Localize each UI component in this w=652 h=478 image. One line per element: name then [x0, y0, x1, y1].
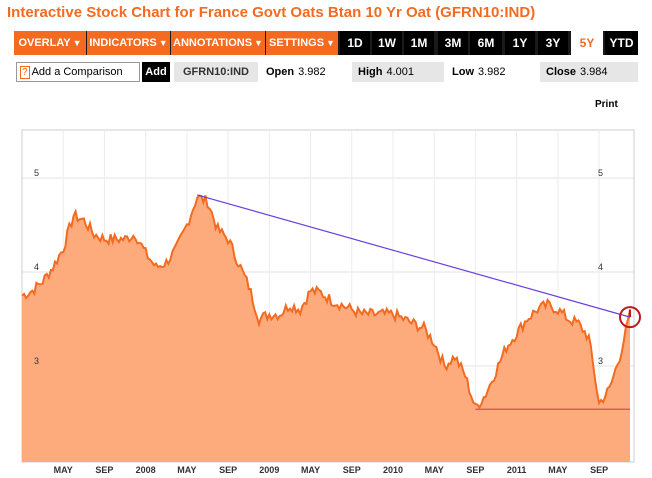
open-value: 3.982 — [298, 66, 326, 78]
x-tick-label: MAY — [54, 465, 73, 475]
x-tick-label: SEP — [95, 465, 113, 475]
x-tick-label: 2008 — [136, 465, 156, 475]
page-title: Interactive Stock Chart for France Govt … — [7, 4, 536, 21]
range-1d-button[interactable]: 1D — [340, 31, 370, 55]
x-tick-label: MAY — [548, 465, 567, 475]
x-tick-label: 2009 — [259, 465, 279, 475]
indicators-menu-label: INDICATORS — [89, 37, 157, 49]
y-tick-label-right: 4 — [598, 262, 603, 272]
close-label: Close — [546, 66, 576, 78]
range-3y-button[interactable]: 3Y — [538, 31, 568, 55]
range-3m-button[interactable]: 3M — [438, 31, 468, 55]
chevron-down-icon: ▼ — [72, 38, 82, 48]
open-label: Open — [266, 66, 295, 78]
trend-line-annotation[interactable] — [197, 194, 631, 318]
range-6m-button[interactable]: 6M — [470, 31, 502, 55]
y-tick-label-left: 5 — [34, 168, 39, 178]
annotations-menu-label: ANNOTATIONS — [173, 37, 253, 49]
chevron-down-icon: ▼ — [158, 38, 168, 48]
x-tick-label: SEP — [590, 465, 608, 475]
low-value: 3.982 — [478, 66, 506, 78]
price-line — [21, 194, 631, 410]
chevron-down-icon: ▼ — [326, 38, 335, 48]
overlay-menu-button[interactable]: OVERLAY ▼ — [14, 31, 86, 55]
y-tick-label-right: 3 — [598, 356, 603, 366]
x-axis-labels: MAY SEP 2008 MAY SEP 2009 MAY SEP 2010 MAY SEP 2011… — [54, 465, 608, 475]
low-label: Low — [452, 66, 474, 78]
annotations-menu-button[interactable]: ANNOTATIONS ▼ — [171, 31, 265, 55]
help-icon[interactable]: ? — [20, 66, 30, 79]
high-label: High — [358, 66, 383, 78]
x-tick-label: 2010 — [383, 465, 403, 475]
y-axis-labels: 5 5 4 4 3 3 — [34, 168, 603, 366]
x-tick-label: SEP — [343, 465, 361, 475]
range-ytd-button[interactable]: YTD — [605, 31, 638, 55]
close-stat: Close 3.984 — [540, 62, 638, 82]
range-1y-button[interactable]: 1Y — [505, 31, 535, 55]
settings-menu-label: SETTINGS — [269, 37, 325, 49]
x-tick-label: SEP — [219, 465, 237, 475]
ticker-symbol: GFRN10:IND — [174, 62, 258, 82]
chevron-down-icon: ▼ — [254, 38, 263, 48]
overlay-menu-label: OVERLAY — [18, 37, 71, 49]
y-tick-label-right: 5 — [598, 168, 603, 178]
range-1m-button[interactable]: 1M — [404, 31, 434, 55]
add-comparison-input[interactable]: ? Add a Comparison — [16, 62, 140, 82]
y-tick-label-left: 4 — [34, 262, 39, 272]
settings-menu-button[interactable]: SETTINGS ▼ — [266, 31, 338, 55]
range-5y-button[interactable]: 5Y — [571, 31, 603, 55]
x-tick-label: SEP — [466, 465, 484, 475]
x-tick-label: MAY — [301, 465, 320, 475]
add-comparison-button[interactable]: Add — [142, 62, 170, 82]
indicators-menu-button[interactable]: INDICATORS ▼ — [87, 31, 170, 55]
print-link[interactable]: Print — [595, 99, 618, 110]
x-tick-label: MAY — [425, 465, 444, 475]
low-stat: Low 3.982 — [446, 62, 538, 82]
high-value: 4.001 — [386, 66, 414, 78]
high-stat: High 4.001 — [352, 62, 444, 82]
chart-toolbar: OVERLAY ▼ INDICATORS ▼ ANNOTATIONS ▼ SETTIN… — [14, 31, 638, 55]
price-area — [22, 195, 630, 462]
y-tick-label-left: 3 — [34, 356, 39, 366]
close-value: 3.984 — [579, 66, 608, 78]
add-comparison-placeholder: Add a Comparison — [31, 66, 123, 78]
open-stat: Open 3.982 — [260, 62, 352, 82]
x-tick-label: MAY — [177, 465, 196, 475]
range-1w-button[interactable]: 1W — [372, 31, 402, 55]
x-tick-label: 2011 — [507, 465, 527, 475]
stats-row: ? Add a Comparison Add GFRN10:IND Open 3.9… — [14, 62, 638, 82]
last-price-marker — [619, 306, 641, 329]
